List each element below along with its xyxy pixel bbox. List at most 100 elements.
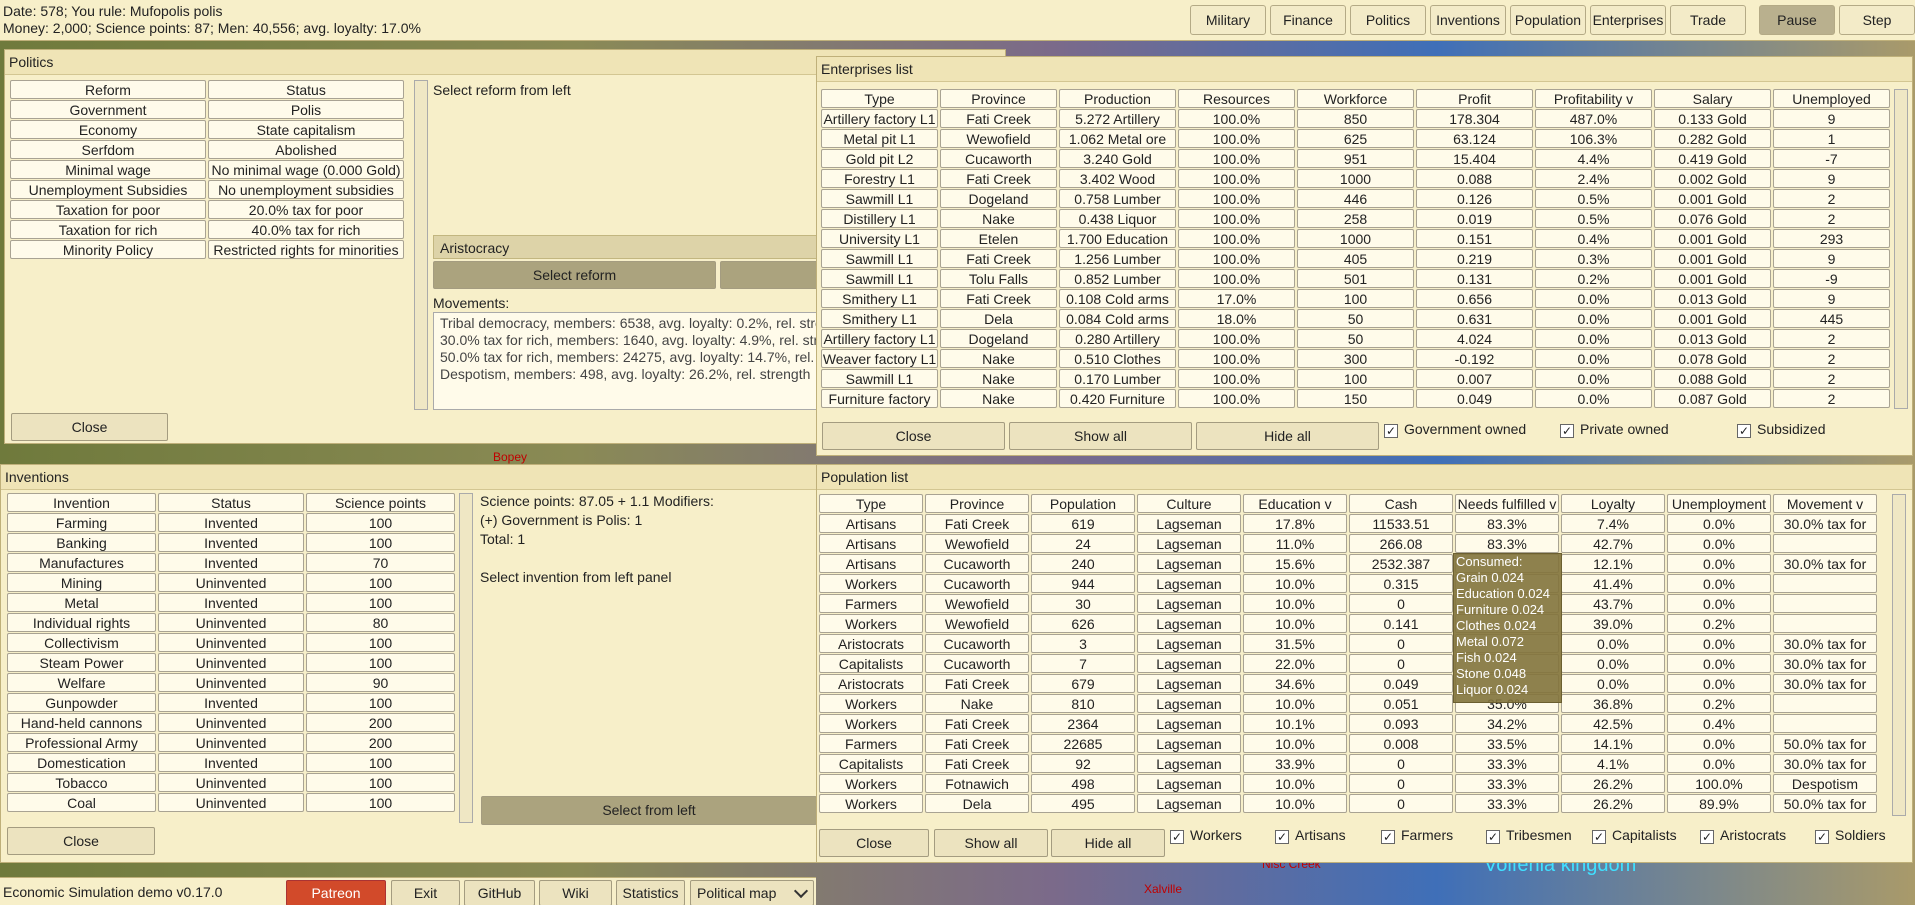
table-cell: Cucaworth [925, 554, 1029, 573]
table-cell: 22685 [1031, 734, 1135, 753]
table-cell: 200 [306, 733, 455, 752]
table-cell: 10.0% [1243, 694, 1347, 713]
button[interactable]: Hide all [1196, 422, 1379, 450]
button[interactable]: Hide all [1051, 829, 1165, 857]
column-header[interactable]: Workforce [1297, 89, 1414, 108]
table-cell: Welfare [7, 673, 156, 692]
bottom-button[interactable]: Statistics [616, 880, 685, 905]
checkbox[interactable]: ✓ [1275, 830, 1289, 844]
tooltip-line: Stone 0.048 [1456, 666, 1527, 681]
table-cell: 3 [1031, 634, 1135, 653]
table-cell: Nake [925, 694, 1029, 713]
column-header[interactable]: Type [819, 494, 923, 513]
control-button[interactable]: Step [1839, 5, 1915, 35]
map-mode-select[interactable]: Political map [690, 880, 814, 905]
table-cell: Lagseman [1137, 614, 1241, 633]
checkbox-label: Tribesmen [1506, 827, 1572, 843]
menu-button[interactable]: Politics [1350, 5, 1426, 35]
checkbox[interactable]: ✓ [1486, 830, 1500, 844]
column-header[interactable]: Province [925, 494, 1029, 513]
table-cell: 0 [1349, 754, 1453, 773]
column-header[interactable]: Status [158, 493, 304, 512]
close-button[interactable]: Close [11, 413, 168, 441]
checkbox[interactable]: ✓ [1170, 830, 1184, 844]
column-header[interactable]: Unemployed [1773, 89, 1890, 108]
table-cell: Invented [158, 753, 304, 772]
menu-button[interactable]: Inventions [1430, 5, 1506, 35]
map-label: Xalville [1144, 882, 1183, 896]
checkbox[interactable]: ✓ [1381, 830, 1395, 844]
table-cell: 0.0% [1535, 369, 1652, 388]
table-cell [1773, 594, 1877, 613]
column-header[interactable]: Movement v [1773, 494, 1877, 513]
table-cell: Workers [819, 774, 923, 793]
checkbox[interactable]: ✓ [1592, 830, 1606, 844]
info-line: Select invention from left panel [480, 569, 672, 585]
column-header[interactable]: Profit [1416, 89, 1533, 108]
menu-button[interactable]: Enterprises [1590, 5, 1666, 35]
column-header[interactable]: Type [821, 89, 938, 108]
table-cell: Nake [940, 209, 1057, 228]
bottom-button[interactable]: Exit [391, 880, 460, 905]
bottom-button[interactable]: GitHub [464, 880, 535, 905]
scrollbar [459, 493, 473, 823]
column-header[interactable]: Population [1031, 494, 1135, 513]
column-header[interactable]: Reform [10, 80, 206, 99]
table-cell: 300 [1297, 349, 1414, 368]
button[interactable]: Show all [934, 829, 1048, 857]
menu-button[interactable]: Population [1510, 5, 1586, 35]
table-cell: 33.3% [1455, 774, 1559, 793]
checkbox-label: Private owned [1580, 421, 1669, 437]
table-cell: Fati Creek [925, 754, 1029, 773]
checkbox[interactable]: ✓ [1737, 424, 1751, 438]
select-reform-button[interactable]: Select reform [433, 261, 716, 289]
column-header[interactable]: Status [208, 80, 404, 99]
column-header[interactable]: Needs fulfilled v [1455, 494, 1559, 513]
column-header[interactable]: Resources [1178, 89, 1295, 108]
control-button[interactable]: Pause [1759, 5, 1835, 35]
checkbox[interactable]: ✓ [1700, 830, 1714, 844]
table-cell: 17.0% [1178, 289, 1295, 308]
column-header[interactable]: Science points [306, 493, 455, 512]
table-cell: 0.007 [1416, 369, 1533, 388]
button[interactable]: Close [822, 422, 1005, 450]
column-header[interactable]: Education v [1243, 494, 1347, 513]
table-cell: Fati Creek [925, 514, 1029, 533]
checkbox[interactable]: ✓ [1815, 830, 1829, 844]
table-cell: 15.404 [1416, 149, 1533, 168]
button[interactable]: Show all [1009, 422, 1192, 450]
table-cell: 810 [1031, 694, 1135, 713]
column-header[interactable]: Cash [1349, 494, 1453, 513]
table-cell: 0.510 Clothes [1059, 349, 1176, 368]
table-cell: 501 [1297, 269, 1414, 288]
bottom-button[interactable]: Patreon [286, 880, 386, 905]
close-button[interactable]: Close [7, 827, 155, 855]
column-header[interactable]: Unemployment [1667, 494, 1771, 513]
table-cell: 100 [1297, 289, 1414, 308]
column-header[interactable]: Profitability v [1535, 89, 1652, 108]
menu-button[interactable]: Trade [1670, 5, 1746, 35]
bottom-button[interactable]: Wiki [539, 880, 612, 905]
column-header[interactable]: Province [940, 89, 1057, 108]
button[interactable]: Close [819, 829, 929, 857]
column-header[interactable]: Production [1059, 89, 1176, 108]
table-cell: 100.0% [1178, 249, 1295, 268]
menu-button[interactable]: Finance [1270, 5, 1346, 35]
checkbox[interactable]: ✓ [1384, 424, 1398, 438]
select-button[interactable]: Select from left [481, 796, 817, 825]
table-cell: Nake [940, 389, 1057, 408]
column-header[interactable]: Culture [1137, 494, 1241, 513]
menu-button[interactable]: Military [1190, 5, 1266, 35]
table-cell: Aristocrats [819, 674, 923, 693]
table-cell: 30.0% tax for [1773, 754, 1877, 773]
table-cell: Cucaworth [940, 149, 1057, 168]
table-cell: Lagseman [1137, 574, 1241, 593]
table-cell: 30.0% tax for [1773, 514, 1877, 533]
table-cell: Fati Creek [940, 289, 1057, 308]
column-header[interactable]: Loyalty [1561, 494, 1665, 513]
column-header[interactable]: Salary [1654, 89, 1771, 108]
checkbox-label: Capitalists [1612, 827, 1677, 843]
checkbox[interactable]: ✓ [1560, 424, 1574, 438]
table-cell: 20.0% tax for poor [208, 200, 404, 219]
column-header[interactable]: Invention [7, 493, 156, 512]
